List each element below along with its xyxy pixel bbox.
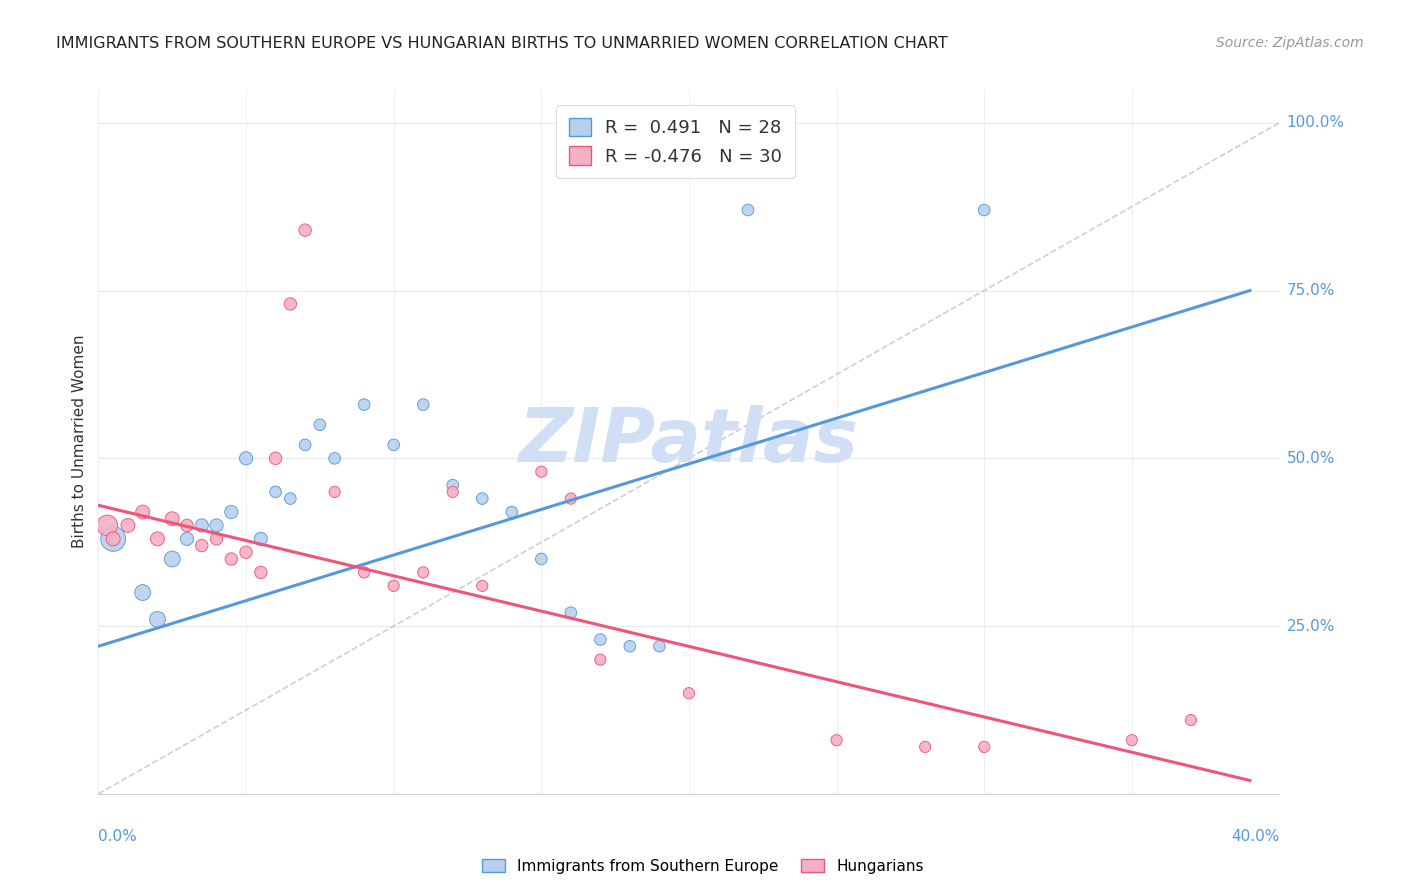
Point — [250, 566, 273, 580]
Point — [589, 653, 612, 667]
Point — [146, 532, 169, 546]
Point — [280, 491, 302, 506]
Text: 50.0%: 50.0% — [1286, 450, 1334, 466]
Point — [309, 417, 332, 432]
Legend: R =  0.491   N = 28, R = -0.476   N = 30: R = 0.491 N = 28, R = -0.476 N = 30 — [557, 105, 794, 178]
Point — [205, 532, 228, 546]
Point — [382, 438, 405, 452]
Point — [176, 532, 198, 546]
Y-axis label: Births to Unmarried Women: Births to Unmarried Women — [72, 334, 87, 549]
Text: ZIPatlas: ZIPatlas — [519, 405, 859, 478]
Point — [264, 451, 287, 466]
Text: Source: ZipAtlas.com: Source: ZipAtlas.com — [1216, 36, 1364, 50]
Point — [737, 202, 759, 217]
Text: 75.0%: 75.0% — [1286, 283, 1334, 298]
Point — [589, 632, 612, 647]
Point — [264, 484, 287, 499]
Point — [441, 484, 464, 499]
Point — [235, 451, 257, 466]
Point — [825, 733, 848, 747]
Point — [280, 297, 302, 311]
Text: 25.0%: 25.0% — [1286, 618, 1334, 633]
Point — [132, 505, 155, 519]
Point — [1180, 713, 1202, 727]
Point — [973, 739, 995, 754]
Point — [973, 202, 995, 217]
Point — [471, 491, 494, 506]
Point — [353, 566, 375, 580]
Point — [96, 518, 118, 533]
Point — [560, 606, 582, 620]
Point — [250, 532, 273, 546]
Point — [678, 686, 700, 700]
Point — [103, 532, 125, 546]
Point — [353, 398, 375, 412]
Point — [530, 552, 553, 566]
Point — [221, 552, 243, 566]
Point — [501, 505, 523, 519]
Point — [221, 505, 243, 519]
Text: IMMIGRANTS FROM SOUTHERN EUROPE VS HUNGARIAN BIRTHS TO UNMARRIED WOMEN CORRELATI: IMMIGRANTS FROM SOUTHERN EUROPE VS HUNGA… — [56, 36, 948, 51]
Point — [294, 438, 316, 452]
Point — [323, 484, 346, 499]
Point — [191, 539, 214, 553]
Text: 100.0%: 100.0% — [1286, 115, 1344, 130]
Point — [382, 579, 405, 593]
Point — [103, 532, 125, 546]
Point — [294, 223, 316, 237]
Point — [471, 579, 494, 593]
Point — [648, 639, 671, 653]
Legend: Immigrants from Southern Europe, Hungarians: Immigrants from Southern Europe, Hungari… — [475, 853, 931, 880]
Point — [914, 739, 936, 754]
Text: 0.0%: 0.0% — [98, 830, 138, 844]
Point — [132, 585, 155, 599]
Point — [162, 512, 183, 526]
Point — [146, 612, 169, 626]
Point — [441, 478, 464, 492]
Point — [412, 566, 434, 580]
Point — [205, 518, 228, 533]
Point — [530, 465, 553, 479]
Point — [560, 491, 582, 506]
Point — [176, 518, 198, 533]
Point — [235, 545, 257, 559]
Point — [1121, 733, 1143, 747]
Point — [412, 398, 434, 412]
Point — [323, 451, 346, 466]
Text: 40.0%: 40.0% — [1232, 830, 1279, 844]
Point — [191, 518, 214, 533]
Point — [619, 639, 641, 653]
Point — [117, 518, 139, 533]
Point — [162, 552, 183, 566]
